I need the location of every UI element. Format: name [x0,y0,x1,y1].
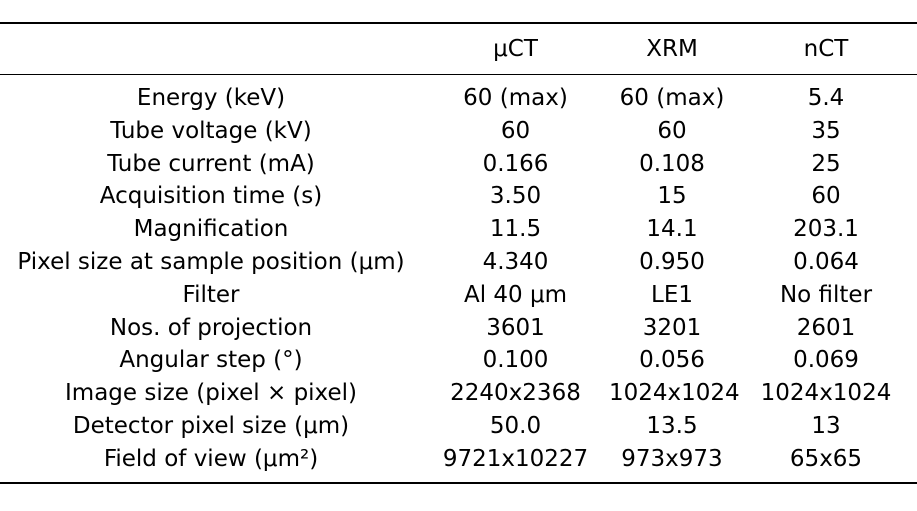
cell-nct: 0.069 [793,347,859,374]
cell-micro-ct: 50.0 [489,412,542,439]
row-label: Tube current (mA) [107,150,315,177]
cell-xrm: 0.108 [639,150,705,177]
cell-xrm: 0.056 [639,347,705,374]
row-label: Detector pixel size (μm) [72,412,350,439]
header-cell-nct: nCT [803,36,849,62]
cell-nct: 5.4 [807,85,845,111]
cell-nct: 1024x1024 [760,380,892,407]
table-row: Pixel size at sample position (μm) 4.340… [0,246,917,279]
table-row: Energy (keV) 60 (max) 60 (max) 5.4 [0,82,917,115]
row-label: Acquisition time (s) [99,183,323,210]
cell-nct: 203.1 [793,216,859,243]
row-label: Pixel size at sample position (μm) [17,248,405,275]
table-row: Magnification 11.5 14.1 203.1 [0,213,917,246]
row-label: Magnification [133,216,289,243]
table-row: Filter Al 40 μm LE1 No filter [0,279,917,312]
table-bottom-rule [0,481,917,484]
cell-micro-ct: 3.50 [489,183,542,210]
cell-xrm: LE1 [651,281,693,308]
table-top-rule [0,22,917,24]
cell-xrm: 14.1 [646,216,698,243]
cell-nct: 25 [811,150,841,177]
cell-xrm: 15 [657,183,687,210]
row-label: Angular step (°) [119,347,303,374]
table-row: Detector pixel size (μm) 50.0 13.5 13 [0,410,917,443]
cell-xrm: 0.950 [639,248,705,275]
cell-nct: 13 [811,412,841,439]
cell-nct: 60 [811,183,841,210]
cell-micro-ct: 2240x2368 [450,380,581,407]
cell-xrm: 13.5 [646,412,698,439]
row-label: Image size (pixel × pixel) [65,380,357,407]
table-row: Nos. of projection 3601 3201 2601 [0,312,917,345]
table-header-rule [0,74,917,75]
table-row: Angular step (°) 0.100 0.056 0.069 [0,344,917,377]
cell-xrm: 60 (max) [619,85,725,111]
row-label: Tube voltage (kV) [110,117,312,144]
cell-micro-ct: 60 [500,117,531,144]
cell-xrm: 3201 [642,314,702,341]
cell-micro-ct: 0.166 [482,150,549,177]
table-header-row: μCT XRM nCT [0,24,917,74]
cell-nct: No filter [779,281,873,308]
cell-xrm: 60 [657,117,687,144]
table-row: Field of view (μm²) 9721x10227 973x973 6… [0,443,917,476]
parameters-table: μCT XRM nCT Energy (keV) 60 (max) 60 (ma… [0,22,917,484]
cell-micro-ct: 4.340 [482,248,549,275]
cell-nct: 35 [811,117,841,144]
cell-micro-ct: 11.5 [489,216,542,243]
cell-xrm: 1024x1024 [609,380,740,407]
cell-micro-ct: Al 40 μm [463,281,568,308]
cell-nct: 65x65 [789,445,863,472]
table-row: Tube voltage (kV) 60 60 35 [0,115,917,148]
cell-micro-ct: 3601 [486,314,545,341]
row-label: Field of view (μm²) [103,445,319,472]
cell-nct: 0.064 [793,248,859,275]
cell-micro-ct: 0.100 [482,347,549,374]
header-cell-xrm: XRM [646,36,698,62]
table-row: Image size (pixel × pixel) 2240x2368 102… [0,377,917,410]
row-label: Energy (keV) [136,85,286,111]
cell-xrm: 973x973 [621,445,723,472]
table-row: Tube current (mA) 0.166 0.108 25 [0,148,917,181]
header-cell-micro-ct: μCT [493,36,538,62]
cell-nct: 2601 [796,314,856,341]
cell-micro-ct: 60 (max) [463,85,568,111]
row-label: Nos. of projection [109,314,313,341]
table-body: Energy (keV) 60 (max) 60 (max) 5.4 Tube … [0,75,917,482]
row-label: Filter [182,281,240,308]
table-row: Acquisition time (s) 3.50 15 60 [0,180,917,213]
cell-micro-ct: 9721x10227 [442,445,589,472]
